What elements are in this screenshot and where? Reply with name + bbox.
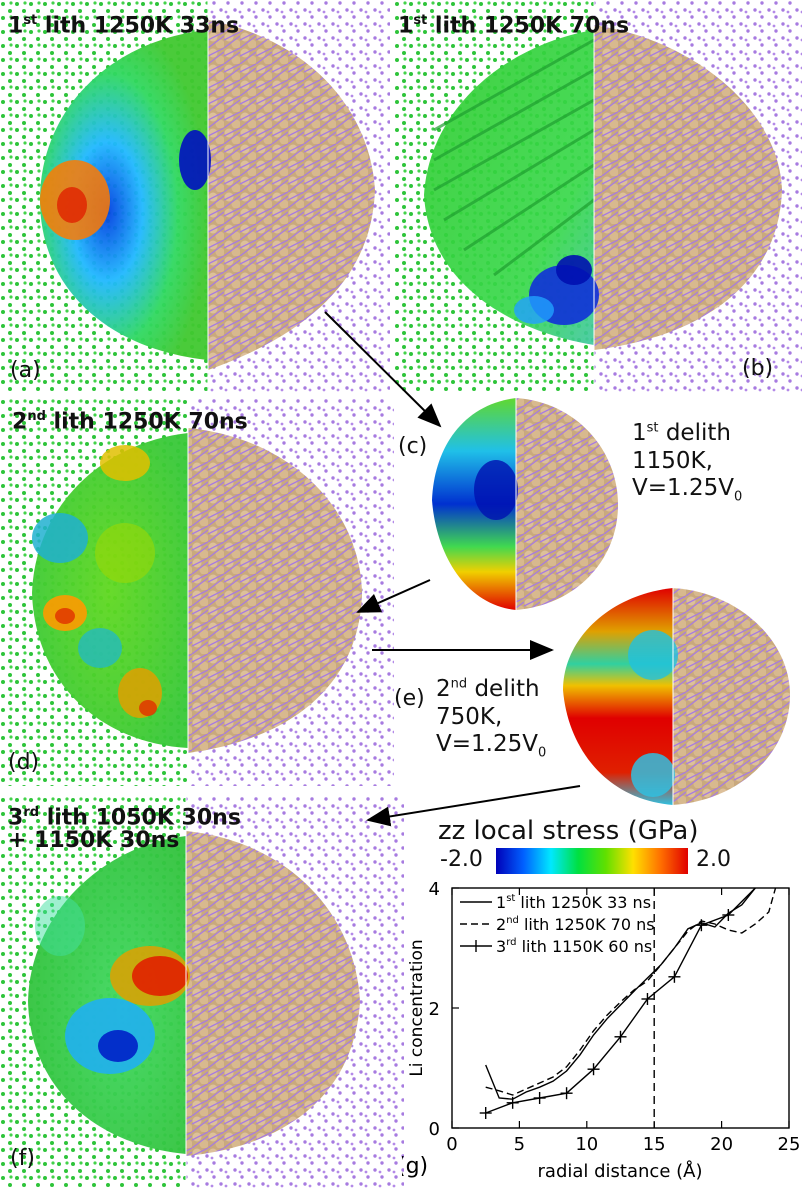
panel-f-label: (f) xyxy=(10,1146,35,1171)
series-3-marker xyxy=(695,919,708,932)
panel-d-label: (d) xyxy=(8,750,40,775)
y-tick-label: 4 xyxy=(429,879,440,900)
x-tick-label: 25 xyxy=(778,1134,801,1155)
panel-a-title: 1st lith 1250K 33ns xyxy=(8,13,240,39)
x-tick-label: 20 xyxy=(710,1134,733,1155)
panel-c: (c) 1st delith 1150K, V=1.25V0 xyxy=(396,390,802,620)
series-3-marker xyxy=(560,1087,573,1100)
x-tick-label: 5 xyxy=(514,1134,525,1155)
colorbar-max-label: 2.0 xyxy=(696,847,731,872)
series-3-marker xyxy=(641,993,654,1005)
series-3-marker xyxy=(533,1092,546,1104)
panel-a-label: (a) xyxy=(10,358,41,383)
panel-f-title: 3rd lith 1050K 30ns + 1150K 30ns xyxy=(8,805,241,854)
series-line-1 xyxy=(485,888,756,1100)
panel-d-render xyxy=(0,398,394,786)
panel-c-label: (c) xyxy=(398,434,428,459)
panel-f: 3rd lith 1050K 30ns + 1150K 30ns (f) xyxy=(0,796,404,1188)
panel-c-annotation: 1st delith 1150K, V=1.25V0 xyxy=(632,420,743,505)
legend-label-3: 3rd lith 1150K 60 ns xyxy=(496,937,652,956)
colorbar-min-label: -2.0 xyxy=(440,847,483,872)
panel-b: 1st lith 1250K 70ns (b) xyxy=(394,0,802,392)
legend-label-2: 2nd lith 1250K 70 ns xyxy=(496,915,655,934)
panel-e-label: (e) xyxy=(394,686,425,711)
y-axis-label: Li concentration xyxy=(407,939,427,1076)
colorbar-title: zz local stress (GPa) xyxy=(438,816,699,846)
panel-b-label: (b) xyxy=(742,356,774,381)
panel-a: 1st lith 1250K 33ns (a) xyxy=(0,0,390,392)
x-tick-label: 10 xyxy=(575,1134,598,1155)
panel-b-render xyxy=(394,0,802,392)
chart-g: 0 5 10 15 20 25 0 2 4 1st lith 1250K 33 ns 2nd li… xyxy=(402,879,801,1182)
panel-b-title: 1st lith 1250K 70ns xyxy=(398,13,630,39)
x-tick-label: 15 xyxy=(643,1134,666,1155)
x-tick-label: 0 xyxy=(446,1134,457,1155)
panel-e-annotation: 2nd delith 750K, V=1.25V0 xyxy=(436,676,547,761)
series-line-2 xyxy=(485,888,777,1096)
series-3-marker xyxy=(722,909,735,921)
series-3-marker xyxy=(479,1107,492,1119)
chart-panel-label: (g) xyxy=(402,1154,428,1179)
y-tick-label: 0 xyxy=(429,1119,440,1140)
panel-d-title: 2nd lith 1250K 70ns xyxy=(12,409,248,435)
series-3-marker xyxy=(668,970,681,983)
panel-c-render xyxy=(432,398,618,610)
panel-a-render xyxy=(0,0,390,392)
y-tick-label: 2 xyxy=(429,999,440,1020)
colorbar xyxy=(496,848,688,874)
panel-f-render xyxy=(0,796,404,1188)
panel-e: (e) 2nd delith 750K, V=1.25V0 xyxy=(380,580,802,810)
legend-label-1: 1st lith 1250K 33 ns xyxy=(496,893,651,912)
plot-frame xyxy=(451,887,790,1129)
series-3-marker xyxy=(587,1063,600,1076)
x-axis-label: radial distance (Å) xyxy=(538,1160,703,1182)
panel-e-render xyxy=(563,588,790,805)
series-3-marker xyxy=(506,1096,519,1109)
panel-d: 2nd lith 1250K 70ns (d) xyxy=(0,398,394,786)
series-3-marker xyxy=(614,1030,627,1043)
